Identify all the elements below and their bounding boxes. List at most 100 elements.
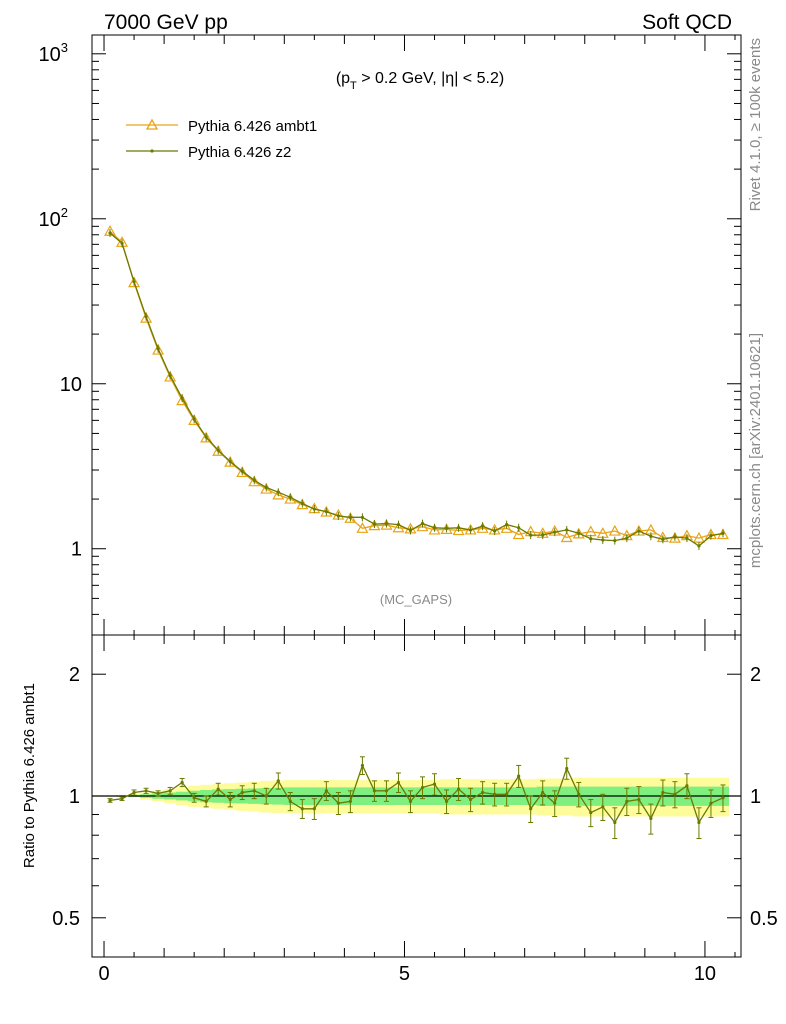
ratio-y-tick-label: 1 [69,786,80,808]
main-data [104,225,729,550]
x-tick-label: 0 [98,963,109,985]
data-point-ambt1 [272,488,285,500]
data-point-z2 [372,522,377,526]
ratio-point [252,789,256,793]
data-point-ambt1 [608,524,621,536]
data-point-z2 [144,315,148,319]
ratio-point [108,798,112,803]
main-title: (pT > 0.2 GeV, |η| < 5.2) [336,70,504,92]
data-point-z2 [216,448,220,452]
ratio-uncertainty-bands [104,777,729,817]
ratio-point [444,799,449,803]
data-point-z2 [468,528,473,532]
ratio-point [276,779,280,783]
data-point-z2 [168,374,172,378]
data-point-z2 [661,537,665,541]
data-point-z2 [360,515,365,519]
ratio-point [468,797,473,802]
ratio-point [168,789,172,793]
ratio-point [312,807,316,811]
data-point-z2 [300,501,304,506]
ratio-point [481,790,485,795]
ratio-point [348,799,352,803]
data-point-z2 [252,478,256,482]
ratio-point [372,789,377,793]
x-tick-label: 5 [399,963,410,985]
ratio-y-tick-label: 0.5 [52,908,80,930]
data-point-ambt1 [356,522,369,533]
rivet-version-label: Rivet 4.1.0, ≥ 100k events [747,38,764,211]
ratio-y-tick-label-right: 0.5 [750,908,778,930]
data-point-z2 [589,537,593,541]
ratio-line [109,763,724,825]
legend-marker-ambt1 [145,118,159,130]
ratio-ylabel: Ratio to Pythia 6.426 ambt1 [21,683,38,868]
ratio-point [673,792,677,796]
data-point-z2 [312,507,316,511]
ratio-point [120,797,124,801]
data-point-z2 [456,526,461,530]
data-point-z2 [565,528,569,532]
ratio-point [577,792,581,796]
legend-marker-z2 [150,149,154,153]
data-point-z2 [276,490,280,494]
data-point-z2 [721,531,725,535]
data-point-z2 [192,417,196,421]
ratio-data [107,756,726,840]
x-tick-label: 10 [694,963,716,985]
data-point-z2 [685,536,689,540]
mcplots-label: mcplots.cern.ch [arXiv:2401.10621] [747,333,764,568]
data-point-ambt1 [440,523,453,534]
data-point-z2 [432,526,437,530]
ratio-point [721,796,725,800]
ratio-ticks: 0.5 0.5 1 1 2 2 0 5 10 [52,635,778,985]
y-tick-label: 103 [39,40,68,66]
data-point-z2 [264,485,268,490]
data-point-ambt1 [560,531,573,543]
ratio-point [336,801,340,805]
ratio-point [264,794,268,798]
data-point-ambt1 [200,431,213,443]
ratio-point [180,780,184,785]
data-point-z2 [577,531,581,535]
ratio-point [228,797,232,802]
data-point-z2 [481,524,485,528]
data-point-ambt1 [152,343,165,355]
data-point-ambt1 [236,466,249,478]
ratio-point [432,782,437,786]
data-point-z2 [204,435,208,439]
ratio-point [396,780,401,785]
y-tick-label: 1 [71,539,82,561]
data-point-ambt1 [392,521,405,533]
ratio-point [216,787,220,791]
data-point-z2 [288,495,292,499]
data-point-z2 [709,534,713,538]
series-line-1 [109,232,724,547]
ratio-y-tick-label-right: 2 [750,664,761,686]
ratio-panel: 0.5 0.5 1 1 2 2 0 5 10 Ratio to Pythia 6.426 amb… [21,634,778,985]
data-point-z2 [348,515,352,519]
ratio-point [625,799,629,803]
ratio-point [408,799,413,803]
data-point-ambt1 [368,519,381,531]
ratio-point [553,801,557,805]
data-point-z2 [408,528,413,533]
data-point-ambt1 [188,414,201,425]
data-point-z2 [108,231,112,235]
ratio-point [420,785,425,790]
ratio-point [589,810,593,815]
ratio-point [360,763,365,768]
ratio-y-tick-label: 2 [69,664,80,686]
data-point-z2 [625,536,629,540]
data-point-z2 [384,522,389,526]
data-point-z2 [324,509,328,514]
legend: Pythia 6.426 ambt1 Pythia 6.426 z2 [126,118,317,161]
ratio-point [613,820,617,825]
ratio-point [529,807,533,811]
main-panel: 1 10 102 103 (pT > 0.2 GeV, |η| < 5.2) (MC_… [39,34,742,636]
data-point-z2 [697,544,701,548]
legend-label-z2: Pythia 6.426 z2 [188,144,291,161]
data-point-z2 [228,459,232,464]
data-point-z2 [420,522,425,526]
